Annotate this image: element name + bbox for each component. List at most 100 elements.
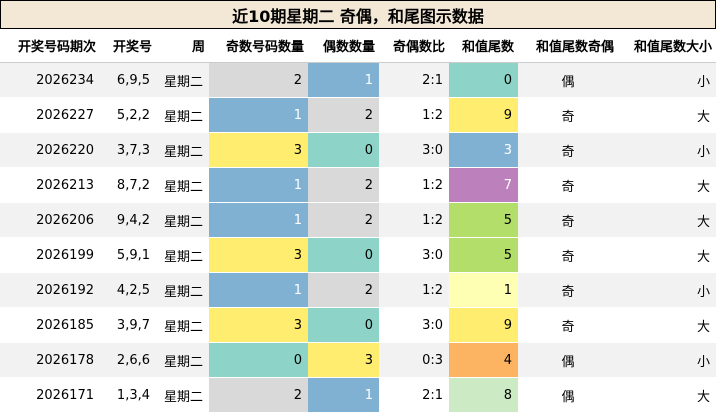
header-row: 开奖号码期次 开奖号 周 奇数号码数量 偶数数量 奇偶数比 和值尾数 和值尾数奇…: [0, 29, 716, 63]
cell-ratio: 1:2: [379, 97, 449, 133]
cell-numbers: 6,9,5: [100, 62, 156, 98]
cell-odd-count: 2: [209, 377, 308, 413]
cell-tail-size: 大: [618, 237, 716, 273]
cell-period: 2026171: [0, 377, 100, 413]
cell-sum-tail: 9: [449, 97, 518, 133]
cell-even-count: 2: [308, 167, 379, 203]
cell-week: 星期二: [156, 342, 209, 378]
cell-numbers: 3,7,3: [100, 132, 156, 168]
cell-period: 2026192: [0, 272, 100, 308]
cell-odd-count: 3: [209, 237, 308, 273]
col-header-sum-tail: 和值尾数: [449, 29, 518, 63]
cell-tail-size: 小: [618, 132, 716, 168]
cell-numbers: 4,2,5: [100, 272, 156, 308]
cell-tail-parity: 奇: [518, 132, 618, 168]
cell-sum-tail: 7: [449, 167, 518, 203]
cell-ratio: 1:2: [379, 202, 449, 238]
cell-ratio: 2:1: [379, 377, 449, 413]
cell-tail-size: 小: [618, 62, 716, 98]
cell-tail-parity: 奇: [518, 202, 618, 238]
cell-week: 星期二: [156, 167, 209, 203]
cell-tail-parity: 奇: [518, 307, 618, 343]
cell-sum-tail: 9: [449, 307, 518, 343]
col-header-ratio: 奇偶数比: [379, 29, 449, 63]
cell-even-count: 0: [308, 132, 379, 168]
col-header-even-count: 偶数数量: [308, 29, 379, 63]
table-row: 2026199 5,9,1 星期二 3 0 3:0 5 奇大: [0, 237, 716, 273]
table-title: 近10期星期二 奇偶，和尾图示数据: [0, 0, 716, 29]
cell-odd-count: 1: [209, 272, 308, 308]
cell-numbers: 8,7,2: [100, 167, 156, 203]
cell-period: 2026227: [0, 97, 100, 133]
cell-week: 星期二: [156, 202, 209, 238]
cell-sum-tail: 1: [449, 272, 518, 308]
cell-tail-size: 大: [618, 377, 716, 413]
cell-ratio: 3:0: [379, 307, 449, 343]
cell-odd-count: 1: [209, 202, 308, 238]
cell-sum-tail: 4: [449, 342, 518, 378]
cell-tail-size: 大: [618, 202, 716, 238]
cell-even-count: 2: [308, 97, 379, 133]
cell-numbers: 5,2,2: [100, 97, 156, 133]
table-row: 2026171 1,3,4 星期二 2 1 2:1 8 偶大: [0, 377, 716, 413]
cell-period: 2026185: [0, 307, 100, 343]
cell-period: 2026206: [0, 202, 100, 238]
cell-even-count: 0: [308, 307, 379, 343]
cell-ratio: 2:1: [379, 62, 449, 98]
table-row: 2026220 3,7,3 星期二 3 0 3:0 3 奇小: [0, 132, 716, 168]
cell-tail-parity: 偶: [518, 62, 618, 98]
cell-week: 星期二: [156, 237, 209, 273]
col-header-tail-size: 和值尾数大小: [618, 29, 716, 63]
cell-tail-size: 小: [618, 272, 716, 308]
cell-tail-size: 小: [618, 342, 716, 378]
cell-odd-count: 1: [209, 167, 308, 203]
cell-numbers: 3,9,7: [100, 307, 156, 343]
cell-period: 2026213: [0, 167, 100, 203]
table-row: 2026206 9,4,2 星期二 1 2 1:2 5 奇大: [0, 202, 716, 238]
cell-sum-tail: 8: [449, 377, 518, 413]
data-table: 开奖号码期次 开奖号 周 奇数号码数量 偶数数量 奇偶数比 和值尾数 和值尾数奇…: [0, 29, 716, 413]
cell-tail-size: 大: [618, 167, 716, 203]
cell-tail-parity: 奇: [518, 272, 618, 308]
cell-even-count: 2: [308, 272, 379, 308]
cell-odd-count: 2: [209, 62, 308, 98]
cell-tail-size: 大: [618, 97, 716, 133]
col-header-week: 周: [156, 29, 209, 63]
table-row: 2026234 6,9,5 星期二 2 1 2:1 0 偶小: [0, 62, 716, 98]
cell-sum-tail: 3: [449, 132, 518, 168]
cell-period: 2026178: [0, 342, 100, 378]
col-header-period: 开奖号码期次: [0, 29, 100, 63]
cell-ratio: 1:2: [379, 272, 449, 308]
cell-tail-size: 大: [618, 307, 716, 343]
table-row: 2026178 2,6,6 星期二 0 3 0:3 4 偶小: [0, 342, 716, 378]
cell-week: 星期二: [156, 377, 209, 413]
cell-even-count: 2: [308, 202, 379, 238]
cell-numbers: 2,6,6: [100, 342, 156, 378]
cell-week: 星期二: [156, 62, 209, 98]
cell-week: 星期二: [156, 97, 209, 133]
cell-sum-tail: 0: [449, 62, 518, 98]
cell-even-count: 0: [308, 237, 379, 273]
cell-week: 星期二: [156, 132, 209, 168]
cell-numbers: 5,9,1: [100, 237, 156, 273]
cell-ratio: 3:0: [379, 237, 449, 273]
cell-even-count: 1: [308, 377, 379, 413]
col-header-odd-count: 奇数号码数量: [209, 29, 308, 63]
cell-ratio: 0:3: [379, 342, 449, 378]
cell-week: 星期二: [156, 272, 209, 308]
cell-odd-count: 3: [209, 307, 308, 343]
table-row: 2026213 8,7,2 星期二 1 2 1:2 7 奇大: [0, 167, 716, 203]
cell-ratio: 3:0: [379, 132, 449, 168]
cell-numbers: 1,3,4: [100, 377, 156, 413]
cell-sum-tail: 5: [449, 202, 518, 238]
table-row: 2026192 4,2,5 星期二 1 2 1:2 1 奇小: [0, 272, 716, 308]
table-row: 2026227 5,2,2 星期二 1 2 1:2 9 奇大: [0, 97, 716, 133]
cell-tail-parity: 奇: [518, 167, 618, 203]
cell-sum-tail: 5: [449, 237, 518, 273]
cell-even-count: 1: [308, 62, 379, 98]
cell-tail-parity: 偶: [518, 342, 618, 378]
cell-period: 2026220: [0, 132, 100, 168]
cell-odd-count: 3: [209, 132, 308, 168]
cell-tail-parity: 偶: [518, 377, 618, 413]
